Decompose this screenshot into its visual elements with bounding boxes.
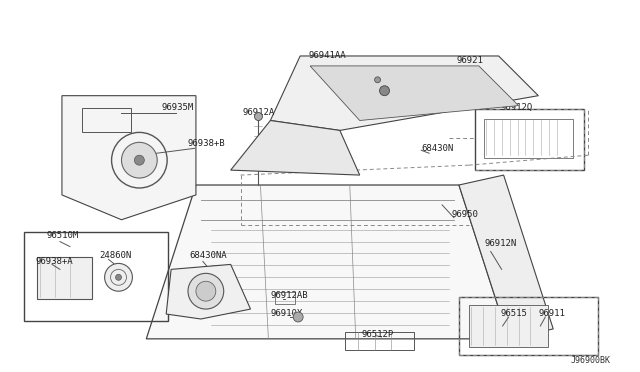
Bar: [475, 109, 584, 170]
Polygon shape: [147, 185, 509, 339]
Circle shape: [293, 312, 303, 322]
Circle shape: [188, 273, 224, 309]
Bar: [459, 297, 598, 355]
Circle shape: [380, 86, 390, 96]
Text: 96510M: 96510M: [46, 231, 78, 240]
Text: 96938+B: 96938+B: [187, 139, 225, 148]
Text: 96911: 96911: [538, 308, 565, 318]
Text: 96912AB: 96912AB: [270, 291, 308, 300]
Polygon shape: [230, 121, 360, 175]
Text: 96938+A: 96938+A: [35, 257, 73, 266]
Text: 96912A: 96912A: [243, 108, 275, 117]
Bar: [37, 257, 92, 299]
Text: 24860N: 24860N: [100, 251, 132, 260]
Polygon shape: [459, 175, 553, 339]
Circle shape: [104, 263, 132, 291]
Text: 96912Q: 96912Q: [500, 103, 533, 112]
Polygon shape: [270, 56, 538, 131]
Bar: [24, 232, 168, 321]
Circle shape: [122, 142, 157, 178]
Text: 96910X: 96910X: [270, 308, 303, 318]
Circle shape: [196, 281, 216, 301]
Circle shape: [116, 274, 122, 280]
Text: 96921: 96921: [457, 57, 484, 65]
Text: 96912N: 96912N: [484, 239, 517, 248]
Text: 68430N: 68430N: [421, 144, 454, 153]
Text: 96515: 96515: [500, 308, 527, 318]
Text: J96900BK: J96900BK: [570, 356, 610, 365]
Polygon shape: [166, 264, 250, 319]
Polygon shape: [62, 96, 196, 220]
Circle shape: [255, 113, 262, 121]
Bar: [275, 292, 295, 304]
Text: 96935M: 96935M: [161, 103, 193, 112]
Text: 96950: 96950: [451, 210, 478, 219]
Bar: [82, 108, 131, 132]
Bar: [469, 305, 548, 347]
Text: 68275U: 68275U: [358, 74, 390, 83]
Bar: [345, 332, 414, 350]
Text: 96512P: 96512P: [362, 330, 394, 339]
Circle shape: [374, 77, 381, 83]
Polygon shape: [310, 66, 518, 121]
Circle shape: [134, 155, 145, 165]
Text: 68430NA: 68430NA: [189, 251, 227, 260]
Bar: [484, 119, 573, 158]
Text: 96941AA: 96941AA: [308, 51, 346, 61]
